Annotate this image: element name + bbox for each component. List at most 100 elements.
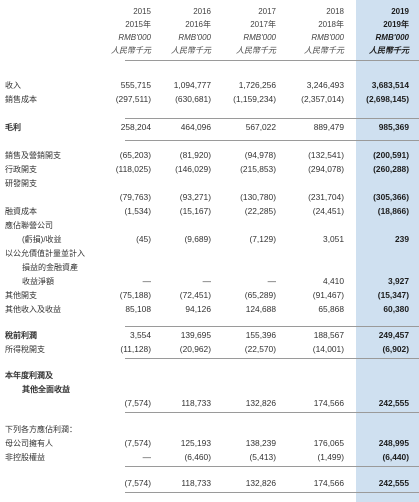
cell-2019: 242,555 [378,478,409,488]
cell-2019: 249,457 [378,330,409,340]
table-row: 研發開支 [0,178,419,189]
cell-2016: — [202,276,211,286]
table-row: 其他開支 (75,188) (72,451) (65,289) (91,467) (15,… [0,290,419,301]
cell-2017: (130,780) [240,192,276,202]
cell-2019: 239 [395,234,409,244]
header-units-zh-2015: 人民幣千元 [111,46,151,55]
cell-2016: (6,460) [184,452,211,462]
cell-2019: (305,366) [373,192,409,202]
cell-2018: 174,566 [313,398,344,408]
cell-2019: 248,995 [378,438,409,448]
cell-2015: — [142,276,151,286]
table-row: 行政開支 (118,025) (146,029) (215,853) (294,078)… [0,164,419,175]
cell-2017: (215,853) [240,164,276,174]
cell-2017: — [267,276,276,286]
table-row: (7,574) 118,733 132,826 174,566 242,555 [0,398,419,409]
row-label: 稅前利潤 [5,331,37,340]
cell-2016: 125,193 [180,438,211,448]
cell-2018: (24,451) [312,206,344,216]
header-units-2018: RMB'000 [311,33,344,42]
header-divider [125,60,419,61]
row-label: 研發開支 [5,179,37,188]
row-label: 應佔聯營公司 [5,221,53,230]
cell-2015: 3,554 [130,330,151,340]
cell-2017: (22,285) [244,206,276,216]
row-label: 下列各方應佔利潤： [5,425,77,434]
cell-2015: (1,534) [124,206,151,216]
cell-2016: (15,167) [179,206,211,216]
cell-2016: 1,094,777 [173,80,211,90]
table-row: 以公允價值計量並計入 [0,248,419,259]
cell-2016: (146,029) [175,164,211,174]
cell-2017: (5,413) [249,452,276,462]
header-years-2017: 2017 [258,7,276,16]
row-label: 銷售及營銷開支 [5,151,61,160]
row-divider [125,412,419,413]
header-year-labels-2018: 2018年 [318,20,344,29]
header-year-labels-2017: 2017年 [250,20,276,29]
cell-2019: 3,683,514 [371,80,409,90]
cell-2016: 118,733 [181,398,211,408]
cell-2019: (18,866) [377,206,409,216]
table-row: 損益的金融資產 [0,262,419,273]
cell-2015: (79,763) [119,192,151,202]
cell-2017: 138,239 [245,438,276,448]
row-divider [125,326,419,327]
cell-2018: (91,467) [312,290,344,300]
table-row: (虧損)/收益 (45) (9,689) (7,129) 3,051 239 [0,234,419,245]
row-label: 非控股權益 [5,453,45,462]
table-row: 融資成本 (1,534) (15,167) (22,285) (24,451) (18,8… [0,206,419,217]
cell-2016: 139,695 [180,330,211,340]
header-units-zh-2018: 人民幣千元 [304,46,344,55]
cell-2019: 3,927 [388,276,409,286]
row-label: 融資成本 [5,207,37,216]
cell-2018: 889,479 [313,122,344,132]
cell-2018: 3,246,493 [306,80,344,90]
row-label: 毛利 [5,123,21,132]
cell-2019: (260,288) [373,164,409,174]
cell-2016: (630,681) [175,94,211,104]
table-row: 其他全面收益 [0,384,419,395]
header-units-zh-2019: 人民幣千元 [369,46,409,55]
cell-2019: (6,440) [382,452,409,462]
cell-2015: — [142,452,151,462]
header-units-zh-2017: 人民幣千元 [236,46,276,55]
row-divider [125,140,419,141]
cell-2017: (22,570) [244,344,276,354]
table-row: 收入 555,715 1,094,777 1,726,256 3,246,493 3,68… [0,80,419,91]
row-label: 其他收入及收益 [5,305,61,314]
cell-2015: (7,574) [124,478,151,488]
header-units-2016: RMB'000 [178,33,211,42]
cell-2016: 94,126 [185,304,211,314]
cell-2015: (65,203) [119,150,151,160]
cell-2015: (45) [136,234,151,244]
cell-2016: 464,096 [180,122,211,132]
cell-2016: (72,451) [179,290,211,300]
row-divider [125,358,419,359]
cell-2018: 65,868 [318,304,344,314]
cell-2017: 155,396 [245,330,276,340]
cell-2015: 85,108 [125,304,151,314]
table-row: 應佔聯營公司 [0,220,419,231]
cell-2015: 258,204 [120,122,151,132]
row-label: 其他全面收益 [22,385,70,394]
cell-2019: 242,555 [378,398,409,408]
row-label: 銷售成本 [5,95,37,104]
row-label: 行政開支 [5,165,37,174]
cell-2017: 132,826 [245,478,276,488]
cell-2016: (93,271) [179,192,211,202]
cell-2019: (6,902) [382,344,409,354]
table-row: 下列各方應佔利潤： [0,424,419,435]
cell-2015: (7,574) [124,398,151,408]
row-divider [125,118,419,119]
row-divider [125,466,419,467]
cell-2018: (132,541) [308,150,344,160]
header-year-labels-2019: 2019年 [383,20,409,29]
cell-2018: (1,499) [317,452,344,462]
cell-2018: 188,567 [313,330,344,340]
cell-2017: 132,826 [245,398,276,408]
cell-2015: (297,511) [115,94,151,104]
table-row: 其他收入及收益 85,108 94,126 124,688 65,868 60,380 [0,304,419,315]
header-units-2019: RMB'000 [375,33,409,42]
table-row: 收益淨額 — — — 4,410 3,927 [0,276,419,287]
